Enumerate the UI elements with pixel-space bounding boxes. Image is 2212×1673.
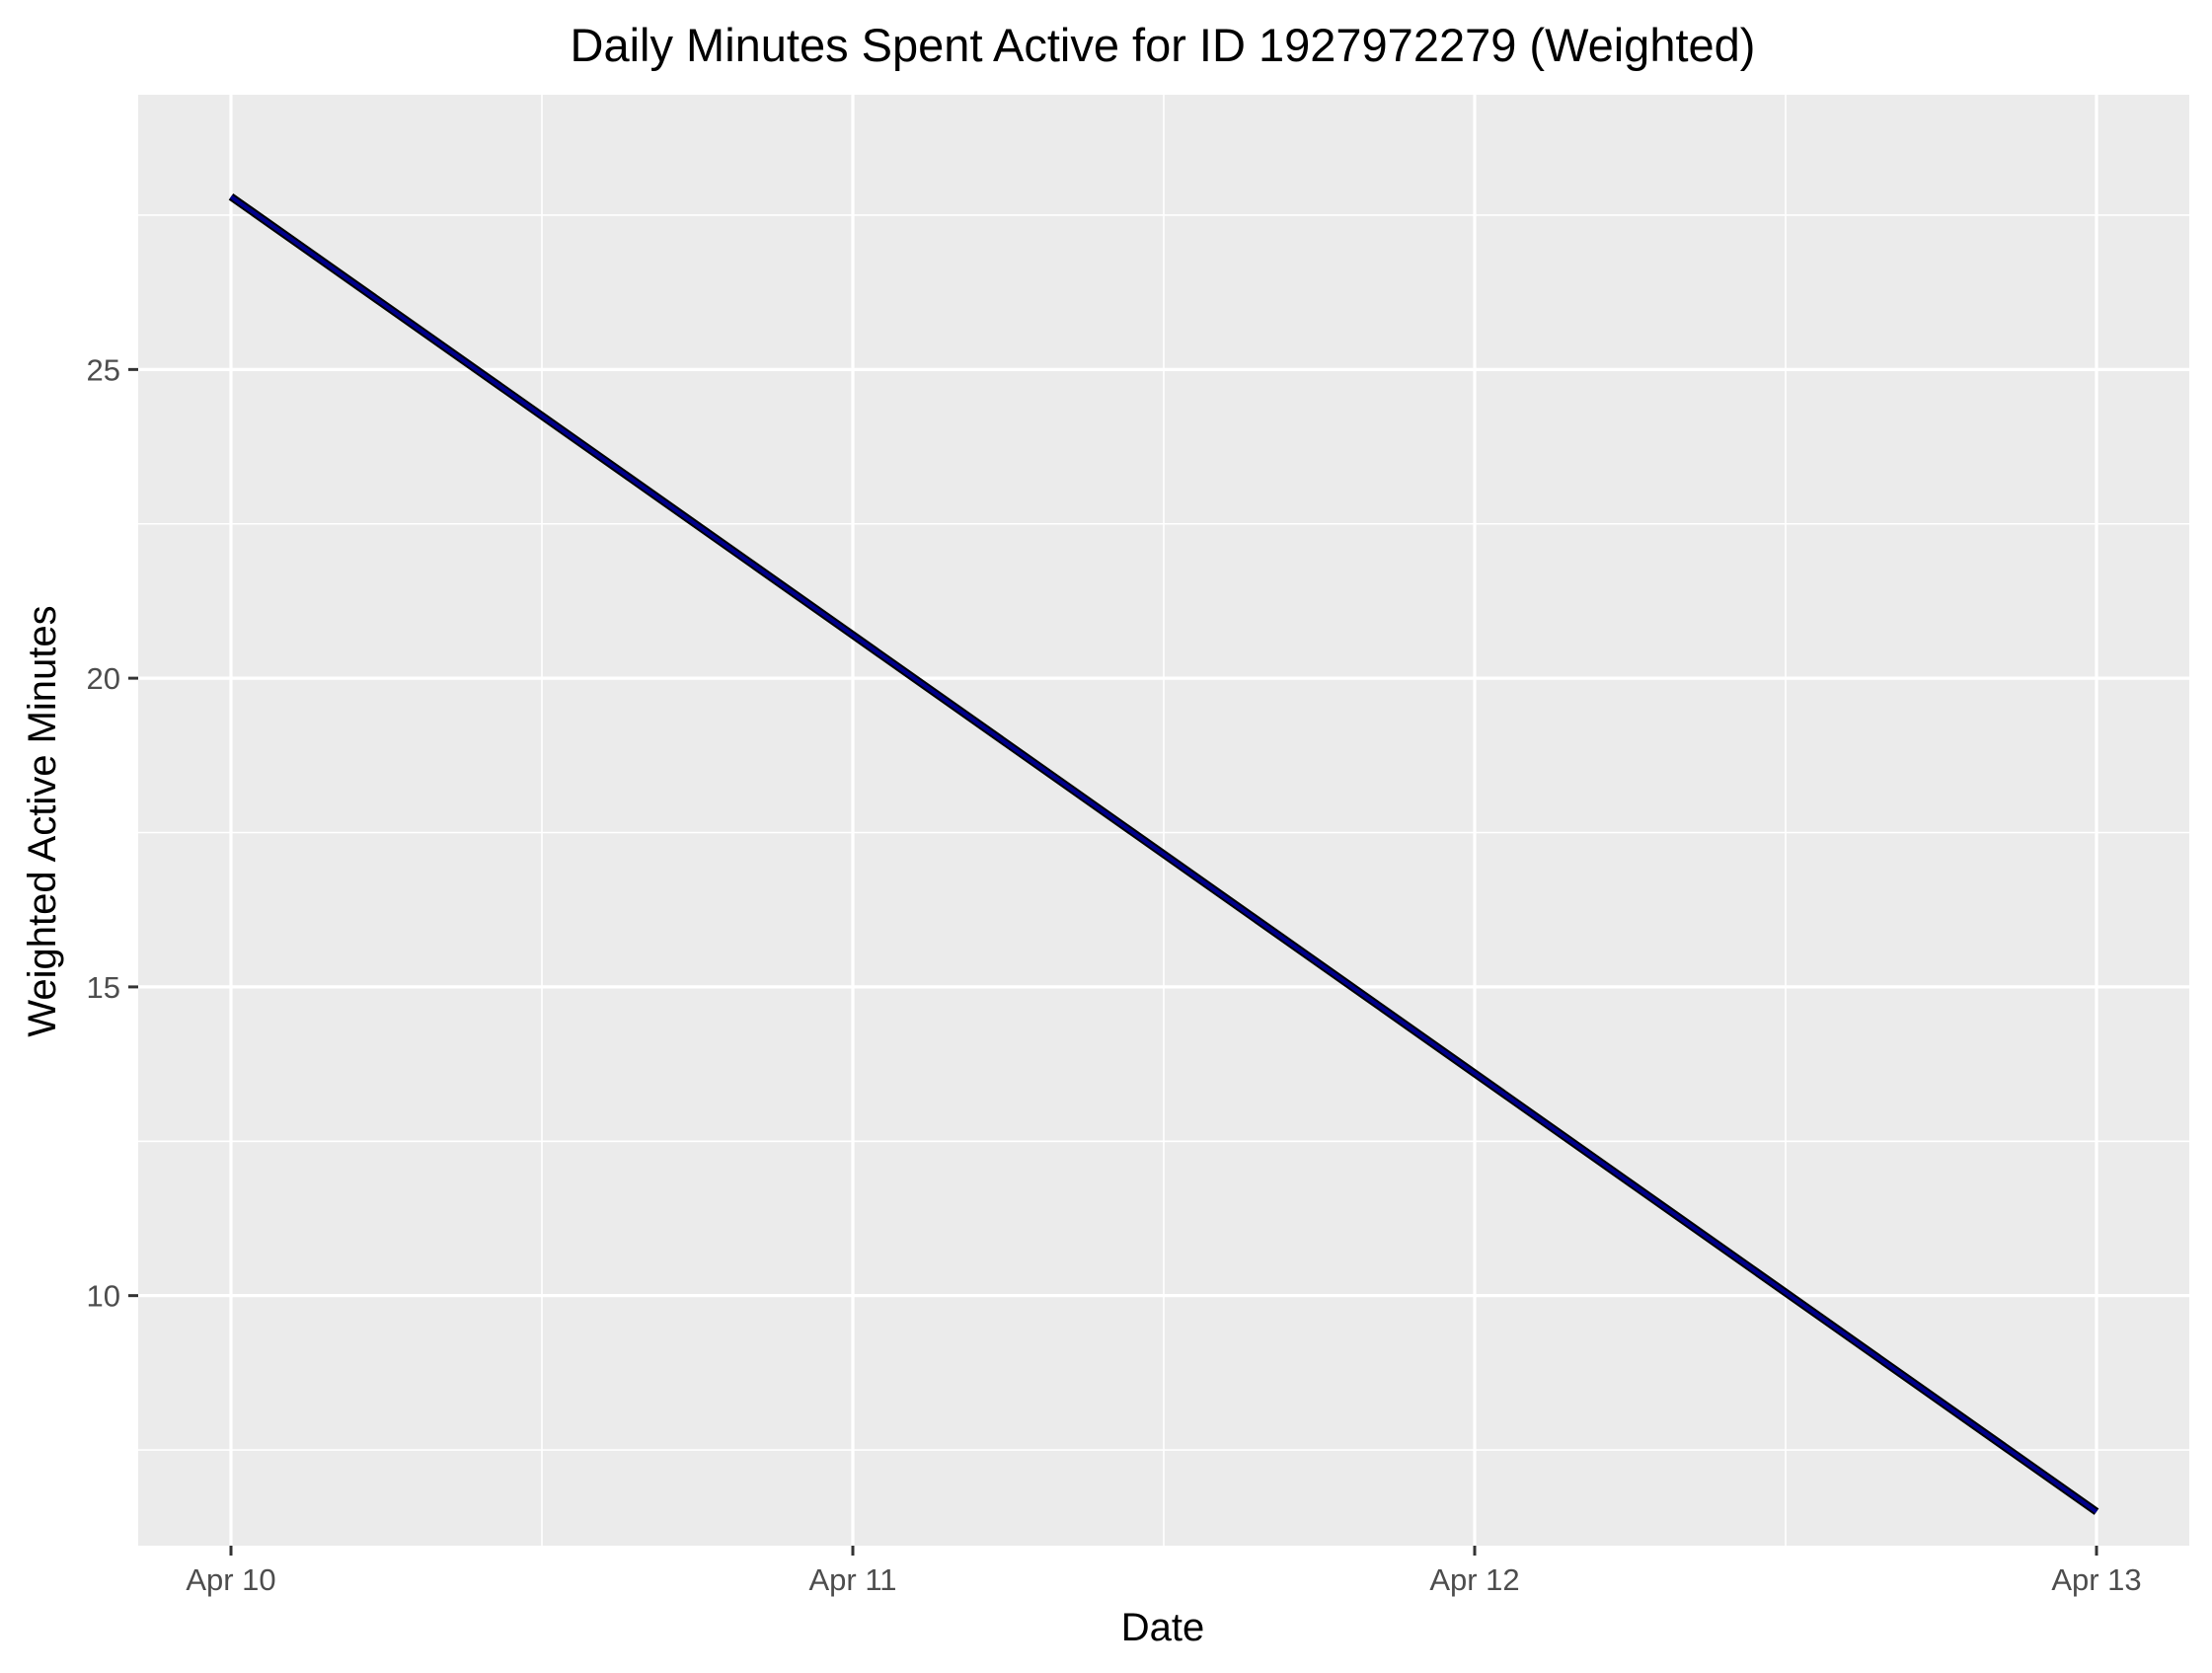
x-axis-title: Date bbox=[1121, 1606, 1205, 1649]
chart-title: Daily Minutes Spent Active for ID 192797… bbox=[571, 19, 1756, 71]
data-series bbox=[228, 192, 2099, 1515]
y-axis-title: Weighted Active Minutes bbox=[21, 605, 64, 1036]
x-axis: Apr 10 Apr 11 Apr 12 Apr 13 bbox=[186, 1546, 2142, 1597]
series-line bbox=[229, 194, 2098, 1514]
x-tick-label: Apr 12 bbox=[1429, 1562, 1519, 1597]
y-tick-label: 25 bbox=[87, 352, 120, 387]
minor-gridlines bbox=[138, 95, 2189, 1546]
y-tick-label: 20 bbox=[87, 661, 120, 696]
y-tick-label: 10 bbox=[87, 1279, 120, 1314]
y-axis: 10 15 20 25 bbox=[87, 352, 138, 1314]
x-tick-label: Apr 13 bbox=[2051, 1562, 2141, 1597]
x-tick-label: Apr 11 bbox=[808, 1562, 896, 1597]
y-tick-label: 15 bbox=[87, 970, 120, 1005]
x-tick-label: Apr 10 bbox=[186, 1562, 275, 1597]
